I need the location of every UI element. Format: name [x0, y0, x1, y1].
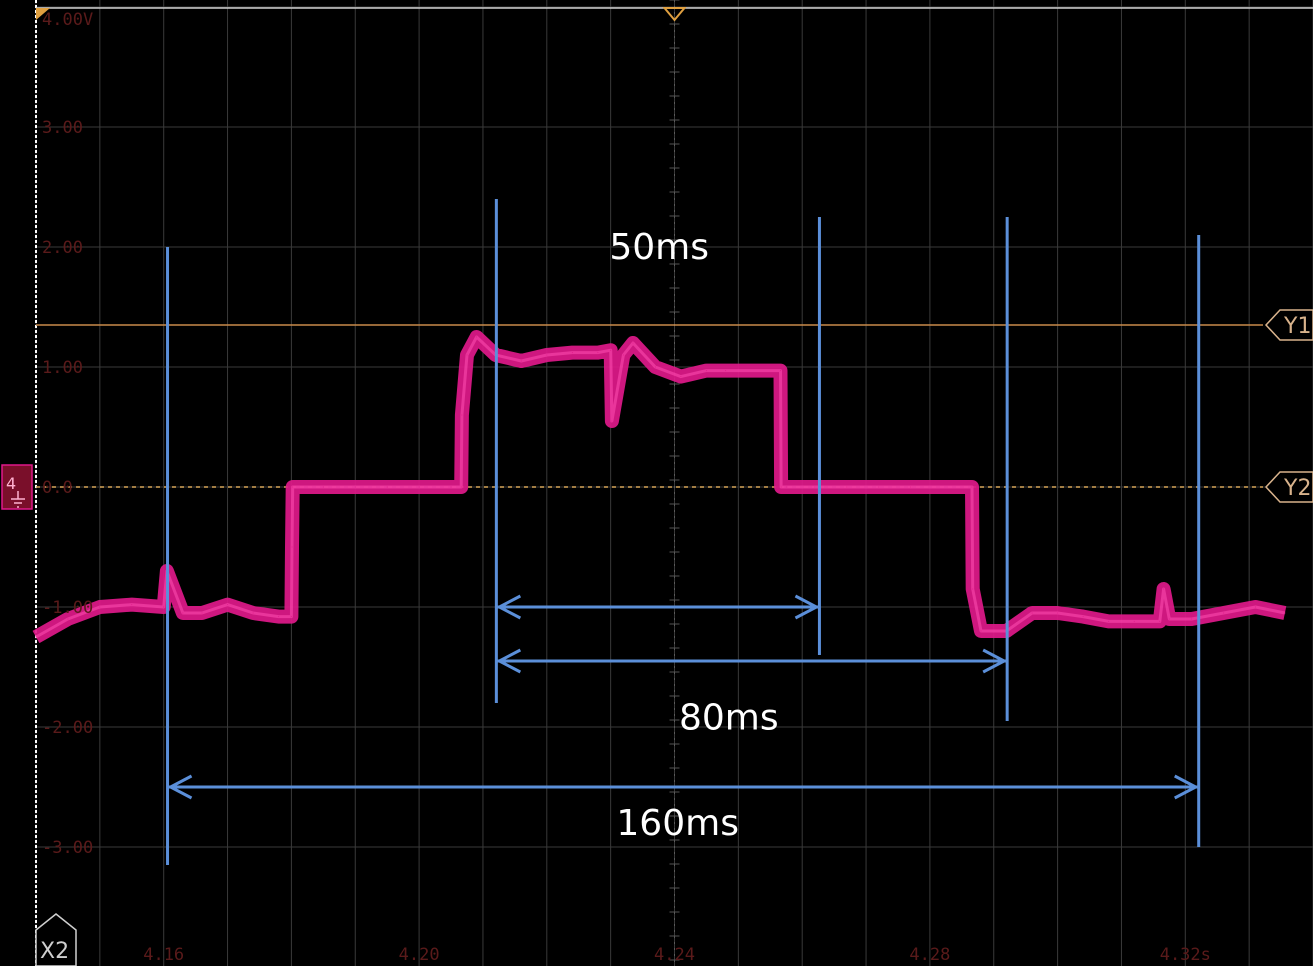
trace-point	[131, 604, 133, 606]
trace-point	[632, 342, 634, 344]
y-tick-label: -2.00	[42, 718, 93, 738]
trace-point	[910, 486, 912, 488]
y-tick-label: -3.00	[42, 838, 93, 858]
y-tick-label: 3.00	[42, 118, 83, 138]
trace-point	[972, 588, 974, 590]
trace-point	[610, 349, 612, 351]
tick-labels: 4.00V 3.00 2.00 1.00 0.0 -1.00 -2.00 -3.00 4.16 4…	[42, 10, 1211, 965]
x-tick-label: 4.28	[909, 945, 950, 965]
x-tick-label: 4.20	[399, 945, 440, 965]
trace-point	[1057, 612, 1059, 614]
arrowhead-left-2	[167, 774, 193, 800]
trace-point	[67, 618, 69, 620]
trace-point	[35, 636, 37, 638]
trace-point	[1168, 618, 1170, 620]
trace-point	[971, 486, 973, 488]
measurement-label-2: 160ms	[616, 803, 739, 844]
marker-label-y1: Y1	[1283, 314, 1311, 339]
trace-point	[354, 486, 356, 488]
y-tick-label: 1.00	[42, 358, 83, 378]
trace-point	[1191, 618, 1193, 620]
trace-point	[182, 612, 184, 614]
measurement-label-1: 80ms	[679, 697, 779, 738]
trace-point	[476, 336, 478, 338]
trace-point	[878, 486, 880, 488]
trace-point	[980, 630, 982, 632]
y-tick-label: 0.0	[42, 478, 73, 498]
y-tick-label: 2.00	[42, 238, 83, 258]
trace-point	[546, 354, 548, 356]
trace-point	[278, 616, 280, 618]
marker-x2	[35, 913, 77, 966]
y-tick-label: -1.00	[42, 598, 93, 618]
x-tick-label: 4.16	[143, 945, 184, 965]
trace-point	[291, 546, 293, 548]
trace-point	[466, 354, 468, 356]
trace-point	[571, 352, 573, 354]
trace-point	[654, 366, 656, 368]
trace-point	[450, 486, 452, 488]
trace-point	[597, 352, 599, 354]
trace-point	[1031, 612, 1033, 614]
x-tick-label: 4.32s	[1160, 945, 1211, 965]
trace-point	[227, 604, 229, 606]
trace-point	[99, 606, 101, 608]
trace-point	[163, 606, 165, 608]
trace-point	[846, 486, 848, 488]
trace-point	[680, 376, 682, 378]
trace-point	[1223, 612, 1225, 614]
trace-point	[1108, 620, 1110, 622]
channel-markers: Y1 Y2 X2 4	[1, 309, 1313, 966]
trace-point	[780, 486, 782, 488]
trace-point	[611, 420, 613, 422]
trace-point	[520, 360, 522, 362]
arrowhead-right-2	[1174, 774, 1199, 800]
channel-4-ground-marker	[1, 464, 33, 510]
top-left-marker	[36, 8, 50, 20]
ground-icon	[11, 491, 25, 508]
marker-y1	[1264, 309, 1313, 341]
trace-point	[1082, 616, 1084, 618]
trace-point	[1163, 588, 1165, 590]
trace-point	[460, 486, 462, 488]
y-tick-label: 4.00V	[42, 10, 93, 30]
marker-label-y2: Y2	[1283, 476, 1311, 501]
trace-point	[814, 486, 816, 488]
marker-label-x2: X2	[40, 939, 69, 964]
trace-point	[1133, 620, 1135, 622]
arrowhead-left-0	[496, 594, 522, 620]
trace-point	[201, 612, 203, 614]
trace-point	[705, 370, 707, 372]
annotations: 50ms 80ms 160ms	[166, 199, 1201, 865]
marker-y2	[1264, 471, 1313, 503]
trace-point	[418, 486, 420, 488]
trace-layer	[32, 330, 1287, 644]
arrowhead-left-1	[496, 648, 522, 674]
trigger-marker	[662, 7, 687, 22]
trace-point	[1284, 612, 1286, 614]
trace-point	[290, 616, 292, 618]
trace-point	[322, 486, 324, 488]
arrowhead-right-0	[794, 594, 820, 620]
trace-point	[1255, 606, 1257, 608]
trace-point	[622, 354, 624, 356]
trace-point	[1159, 620, 1161, 622]
trace-point	[252, 612, 254, 614]
trace-point	[779, 370, 781, 372]
arrowhead-right-1	[982, 648, 1008, 674]
trace-point	[386, 486, 388, 488]
channel-4-label: 4	[6, 474, 16, 493]
x-tick-label: 4.24	[654, 945, 695, 965]
reference-lines	[36, 324, 1263, 488]
trace-point	[461, 414, 463, 416]
trace-point	[725, 370, 727, 372]
measurement-label-0: 50ms	[609, 227, 709, 268]
trace-point	[292, 486, 294, 488]
trace-point	[785, 486, 787, 488]
